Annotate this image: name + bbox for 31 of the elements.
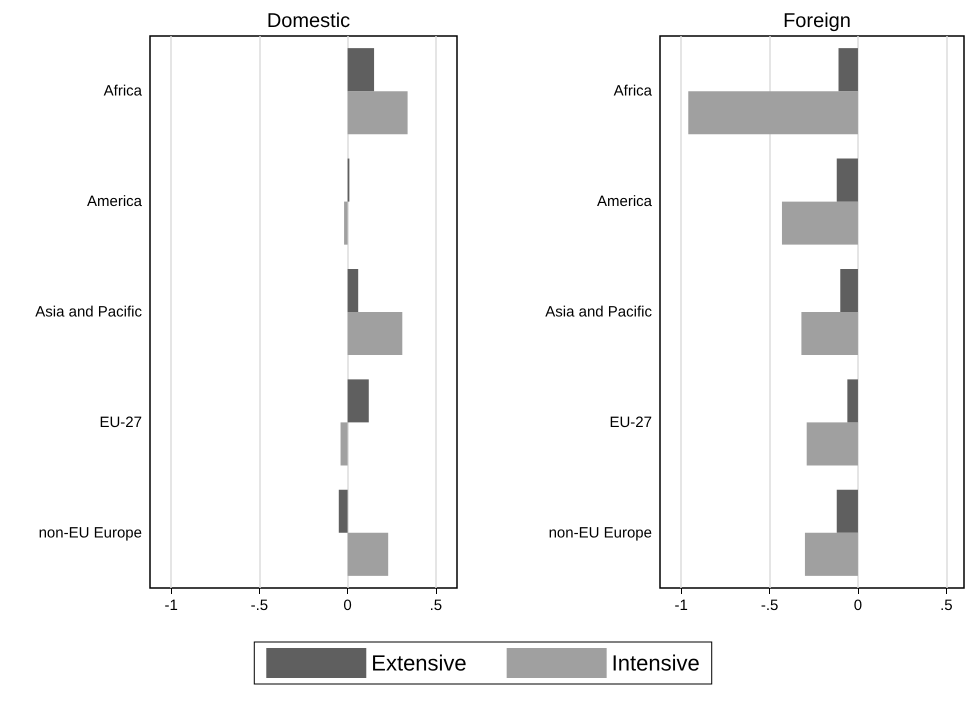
legend-label: Extensive — [371, 650, 467, 676]
bar — [338, 490, 348, 533]
chart-title: Foreign — [783, 10, 851, 32]
x-tick-label: -1 — [674, 597, 688, 614]
y-tick-label: Africa — [104, 82, 143, 100]
bar — [340, 422, 348, 466]
y-tick-label: Asia and Pacific — [545, 304, 652, 320]
bar — [348, 532, 388, 576]
legend-label: Intensive — [612, 650, 700, 676]
x-tick-label: -1 — [164, 597, 178, 614]
bar — [348, 48, 374, 92]
x-tick-label: .5 — [430, 597, 442, 614]
bar — [348, 91, 408, 134]
y-tick-label: Asia and Pacific — [35, 304, 142, 320]
y-tick-label: EU-27 — [99, 414, 142, 431]
y-tick-label: America — [596, 193, 653, 210]
y-tick-label: non-EU Europe — [38, 524, 142, 542]
bar — [348, 379, 369, 422]
bar — [344, 202, 348, 245]
chart-title: Domestic — [266, 10, 350, 32]
bar — [348, 268, 358, 312]
bar — [348, 312, 402, 356]
y-tick-label: America — [86, 193, 143, 210]
x-tick-label: -.5 — [250, 597, 268, 614]
x-tick-label: 0 — [343, 597, 352, 614]
x-tick-label: .5 — [940, 597, 953, 614]
y-tick-label: non-EU Europe — [548, 524, 652, 542]
x-tick-label: -.5 — [760, 597, 778, 614]
x-tick-label: 0 — [854, 597, 862, 614]
y-tick-label: EU-27 — [609, 414, 652, 431]
y-tick-label: Africa — [614, 82, 653, 100]
